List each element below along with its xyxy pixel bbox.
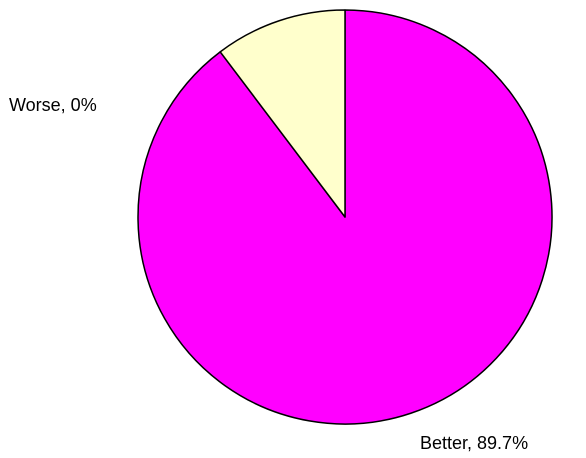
slice-label-worse: Worse, 0% bbox=[9, 95, 97, 115]
slice-label-better: Better, 89.7% bbox=[420, 433, 528, 453]
pie-labels: Better, 89.7% Worse, 0% bbox=[9, 95, 528, 453]
pie-slice-better bbox=[137, 9, 553, 425]
pie-slice-other bbox=[219, 9, 346, 218]
pie-slices bbox=[137, 9, 553, 425]
